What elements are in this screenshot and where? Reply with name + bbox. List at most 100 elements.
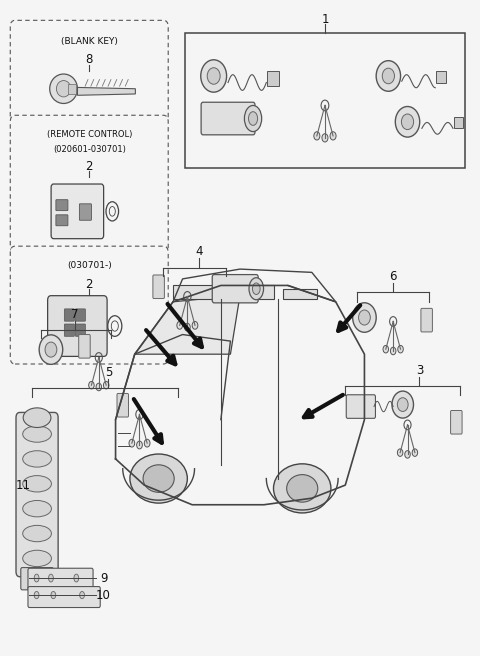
Text: 2: 2: [85, 277, 93, 291]
Ellipse shape: [412, 449, 418, 457]
FancyBboxPatch shape: [64, 324, 74, 337]
Text: 3: 3: [416, 364, 423, 377]
Ellipse shape: [39, 335, 63, 364]
FancyBboxPatch shape: [56, 199, 68, 211]
FancyBboxPatch shape: [68, 83, 76, 94]
Ellipse shape: [23, 408, 51, 428]
FancyBboxPatch shape: [10, 246, 168, 364]
FancyBboxPatch shape: [21, 567, 53, 590]
Ellipse shape: [392, 391, 413, 418]
FancyBboxPatch shape: [10, 20, 168, 122]
Text: 2: 2: [85, 160, 93, 173]
Ellipse shape: [80, 592, 84, 599]
FancyBboxPatch shape: [451, 411, 462, 434]
Ellipse shape: [48, 574, 53, 582]
Ellipse shape: [51, 592, 56, 599]
FancyBboxPatch shape: [454, 117, 463, 128]
Ellipse shape: [177, 321, 182, 329]
Ellipse shape: [405, 451, 410, 458]
Ellipse shape: [382, 68, 395, 84]
FancyBboxPatch shape: [79, 335, 90, 358]
FancyBboxPatch shape: [51, 184, 104, 239]
FancyBboxPatch shape: [153, 275, 164, 298]
Ellipse shape: [398, 346, 403, 353]
Ellipse shape: [383, 346, 388, 353]
Ellipse shape: [23, 426, 51, 442]
Text: (030701-): (030701-): [67, 261, 112, 270]
Ellipse shape: [249, 112, 258, 125]
Ellipse shape: [129, 440, 135, 447]
Ellipse shape: [397, 398, 408, 411]
Ellipse shape: [57, 81, 71, 97]
Text: (REMOTE CONTROL): (REMOTE CONTROL): [47, 131, 132, 139]
Ellipse shape: [23, 525, 51, 542]
Text: 10: 10: [96, 588, 111, 602]
Ellipse shape: [50, 74, 77, 104]
Ellipse shape: [353, 303, 376, 333]
Ellipse shape: [34, 574, 39, 582]
Ellipse shape: [143, 465, 174, 492]
Text: 8: 8: [85, 53, 93, 66]
FancyBboxPatch shape: [346, 395, 375, 419]
FancyBboxPatch shape: [64, 309, 74, 321]
FancyBboxPatch shape: [48, 296, 107, 356]
Ellipse shape: [111, 321, 119, 331]
FancyBboxPatch shape: [201, 102, 255, 135]
Ellipse shape: [207, 68, 220, 84]
Ellipse shape: [34, 592, 39, 599]
Ellipse shape: [287, 475, 318, 502]
Ellipse shape: [23, 550, 51, 567]
Ellipse shape: [144, 440, 150, 447]
Ellipse shape: [396, 106, 420, 137]
Ellipse shape: [249, 277, 264, 300]
FancyBboxPatch shape: [75, 309, 85, 321]
FancyBboxPatch shape: [75, 324, 85, 337]
Ellipse shape: [192, 321, 198, 329]
Ellipse shape: [74, 574, 79, 582]
Ellipse shape: [401, 114, 414, 130]
Text: 6: 6: [389, 270, 397, 283]
FancyBboxPatch shape: [56, 215, 68, 226]
FancyBboxPatch shape: [16, 413, 58, 577]
Ellipse shape: [244, 106, 262, 132]
Text: 5: 5: [105, 366, 112, 379]
FancyBboxPatch shape: [436, 72, 446, 83]
Ellipse shape: [23, 476, 51, 492]
Ellipse shape: [96, 383, 102, 391]
FancyBboxPatch shape: [10, 115, 168, 253]
Polygon shape: [77, 87, 135, 95]
Ellipse shape: [322, 134, 328, 142]
Ellipse shape: [137, 441, 143, 449]
Polygon shape: [230, 285, 274, 298]
Text: 7: 7: [71, 308, 79, 321]
Ellipse shape: [201, 60, 227, 92]
Ellipse shape: [397, 449, 403, 457]
Polygon shape: [173, 285, 221, 298]
Ellipse shape: [23, 451, 51, 467]
Ellipse shape: [376, 60, 401, 91]
Text: (BLANK KEY): (BLANK KEY): [61, 37, 118, 46]
Ellipse shape: [390, 347, 396, 355]
Ellipse shape: [330, 132, 336, 140]
Ellipse shape: [274, 464, 331, 513]
Ellipse shape: [104, 381, 109, 389]
Text: 9: 9: [100, 571, 108, 584]
FancyBboxPatch shape: [28, 586, 100, 607]
Ellipse shape: [184, 323, 190, 331]
FancyBboxPatch shape: [117, 394, 129, 417]
Ellipse shape: [130, 454, 187, 503]
FancyBboxPatch shape: [79, 204, 91, 220]
FancyBboxPatch shape: [212, 275, 258, 303]
Text: (020601-030701): (020601-030701): [53, 145, 126, 154]
Text: 4: 4: [195, 245, 203, 258]
FancyBboxPatch shape: [421, 308, 432, 332]
Polygon shape: [135, 295, 240, 354]
Polygon shape: [283, 289, 317, 298]
Ellipse shape: [252, 283, 260, 295]
Ellipse shape: [314, 132, 320, 140]
Ellipse shape: [109, 207, 115, 216]
Ellipse shape: [89, 381, 94, 389]
FancyBboxPatch shape: [28, 568, 93, 590]
Text: 1: 1: [321, 12, 329, 26]
Ellipse shape: [23, 501, 51, 517]
